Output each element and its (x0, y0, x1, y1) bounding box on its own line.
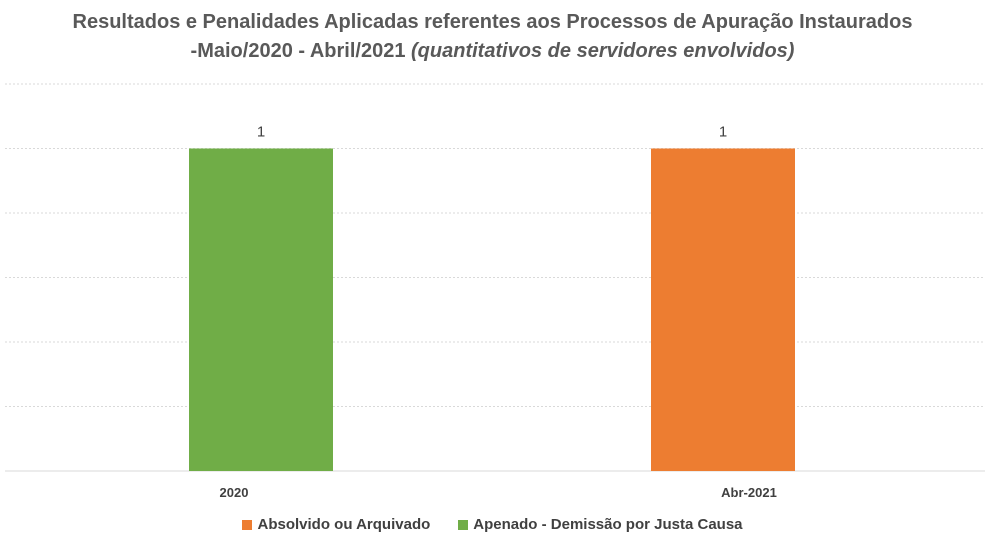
chart-title-line2: -Maio/2020 - Abril/2021 (quantitativos d… (0, 37, 985, 66)
bar (651, 148, 795, 471)
legend-entry: Apenado - Demissão por Justa Causa (458, 516, 743, 533)
legend-entry: Absolvido ou Arquivado (242, 516, 430, 533)
chart-legend: Absolvido ou Arquivado Apenado - Demissão… (0, 516, 985, 533)
x-tick-label: Abr-2021 (721, 485, 777, 500)
data-label: 1 (257, 124, 265, 141)
chart-title-note: (quantitativos de servidores envolvidos) (411, 40, 795, 62)
chart-title-period: -Maio/2020 - Abril/2021 (190, 40, 412, 62)
legend-swatch (458, 519, 469, 530)
x-tick-label: 2020 (220, 485, 249, 500)
legend-swatch (242, 519, 253, 530)
chart-title: Resultados e Penalidades Aplicadas refer… (0, 8, 985, 66)
data-label: 1 (719, 124, 727, 141)
legend-label: Absolvido ou Arquivado (257, 516, 431, 533)
legend-label: Apenado - Demissão por Justa Causa (473, 516, 743, 533)
bar (189, 148, 333, 471)
chart-title-line1: Resultados e Penalidades Aplicadas refer… (72, 11, 913, 33)
